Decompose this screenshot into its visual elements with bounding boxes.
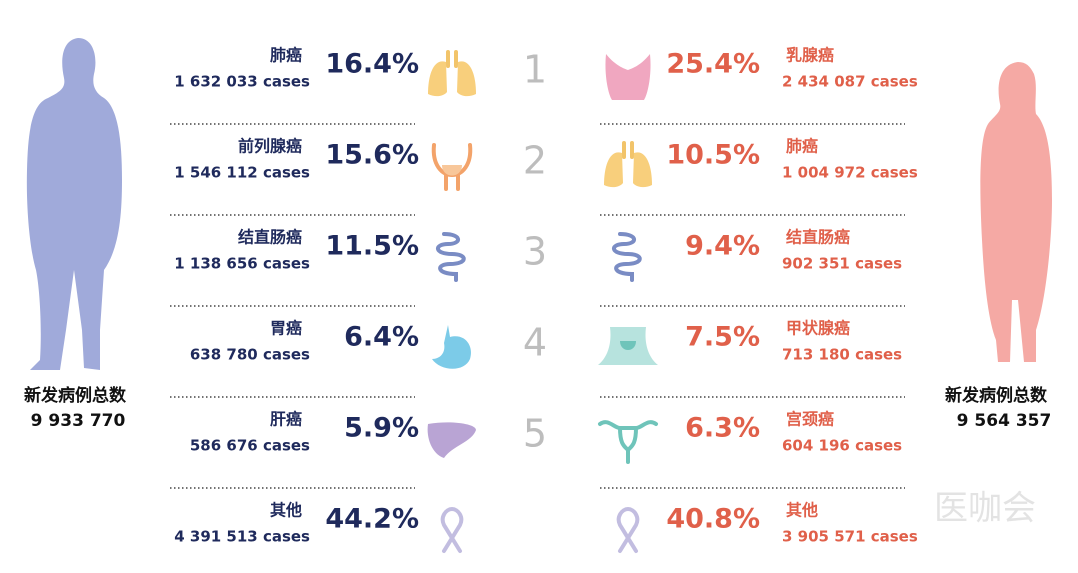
- icon-shape: [446, 50, 458, 68]
- icon-shape: [612, 232, 642, 282]
- male-silhouette: [26, 38, 123, 370]
- case-count: 3 905 571 cases: [782, 528, 918, 546]
- percent: 9.4%: [685, 231, 760, 262]
- cancer-name: 肺癌: [270, 46, 302, 65]
- male-total: 9 933 770: [31, 411, 126, 431]
- case-count: 586 676 cases: [190, 437, 310, 455]
- case-count: 4 391 513 cases: [174, 528, 310, 546]
- icon: [598, 420, 658, 464]
- percent: 10.5%: [666, 140, 760, 171]
- icon: [436, 232, 466, 282]
- case-count: 902 351 cases: [782, 255, 902, 273]
- cancer-name: 宫颈癌: [786, 410, 834, 429]
- icon: [605, 54, 651, 100]
- percent: 11.5%: [325, 231, 419, 262]
- icon-shape: [428, 61, 447, 97]
- percent: 40.8%: [666, 504, 760, 535]
- icon-shape: [457, 61, 476, 97]
- icon: [612, 232, 642, 282]
- percent: 6.4%: [344, 322, 419, 353]
- icon-shape: [598, 420, 658, 464]
- icon: [427, 422, 476, 458]
- cancer-name: 前列腺癌: [238, 137, 302, 156]
- cancer-name: 乳腺癌: [786, 46, 834, 65]
- female-total-label: 新发病例总数: [945, 385, 1048, 406]
- icon: [428, 50, 476, 97]
- rank: 3: [523, 230, 547, 274]
- percent: 7.5%: [685, 322, 760, 353]
- icon-shape: [604, 152, 623, 188]
- icon-shape: [427, 422, 476, 458]
- percent: 25.4%: [666, 49, 760, 80]
- percent: 5.9%: [344, 413, 419, 444]
- icon-shape: [442, 165, 462, 176]
- rank: 1: [523, 48, 547, 92]
- case-count: 1 138 656 cases: [174, 255, 310, 273]
- case-count: 713 180 cases: [782, 346, 902, 364]
- case-count: 2 434 087 cases: [782, 73, 918, 91]
- percent: 16.4%: [325, 49, 419, 80]
- icon-shape: [616, 506, 640, 553]
- percent: 44.2%: [325, 504, 419, 535]
- watermark: 医咖会: [934, 489, 1036, 529]
- cancer-name: 其他: [270, 501, 302, 520]
- case-count: 1 632 033 cases: [174, 73, 310, 91]
- cancer-name: 肺癌: [786, 137, 818, 156]
- male-total-label: 新发病例总数: [24, 385, 127, 406]
- cancer-name: 结直肠癌: [237, 228, 302, 247]
- icon: [440, 506, 464, 553]
- icon: [616, 506, 640, 553]
- cancer-name: 其他: [786, 501, 818, 520]
- icon: [598, 327, 658, 365]
- icon-shape: [432, 325, 472, 369]
- cancer-name: 胃癌: [270, 319, 302, 338]
- case-count: 1 546 112 cases: [174, 164, 310, 182]
- icon: [432, 325, 472, 369]
- rank: 4: [523, 321, 547, 365]
- cancer-name: 结直肠癌: [785, 228, 850, 247]
- rank: 2: [523, 139, 547, 183]
- rank: 5: [523, 412, 547, 456]
- percent: 6.3%: [685, 413, 760, 444]
- female-total: 9 564 357: [957, 411, 1052, 431]
- icon: [431, 143, 473, 191]
- icon-shape: [436, 232, 466, 282]
- cancer-name: 肝癌: [270, 410, 302, 429]
- icon-shape: [622, 141, 634, 159]
- percent: 15.6%: [325, 140, 419, 171]
- icon: [604, 141, 652, 188]
- icon-shape: [440, 506, 464, 553]
- case-count: 1 004 972 cases: [782, 164, 918, 182]
- icon-shape: [605, 54, 651, 100]
- case-count: 604 196 cases: [782, 437, 902, 455]
- icon-shape: [620, 341, 636, 350]
- female-silhouette: [980, 62, 1052, 362]
- cancer-name: 甲状腺癌: [786, 319, 850, 338]
- case-count: 638 780 cases: [190, 346, 310, 364]
- icon-shape: [633, 152, 652, 188]
